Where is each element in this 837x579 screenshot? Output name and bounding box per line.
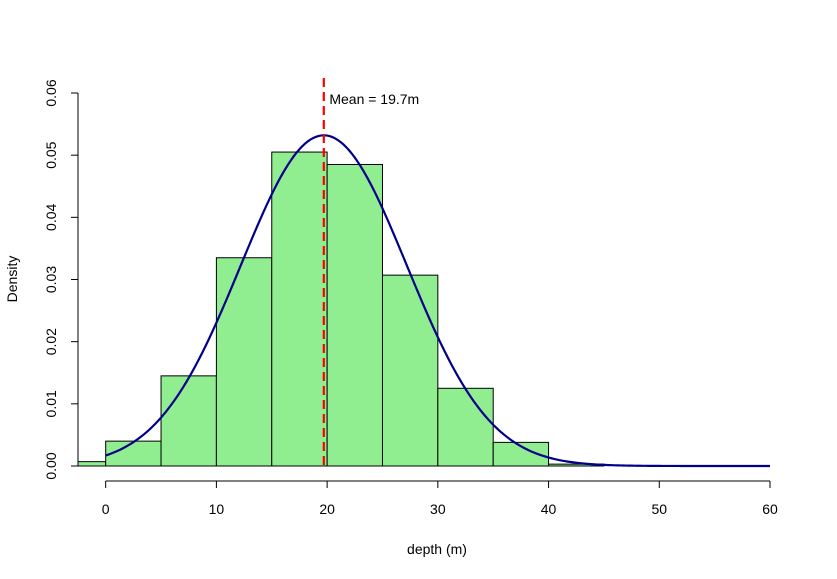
x-axis-label: depth (m) [407,541,467,557]
x-tick-label: 30 [430,501,446,517]
y-tick-label: 0.00 [43,452,59,479]
y-tick-label: 0.01 [43,390,59,417]
x-tick-label: 0 [102,501,110,517]
x-tick-label: 40 [541,501,557,517]
histogram-bar [381,274,439,467]
histogram-bar [105,440,162,467]
y-axis: 0.00 0.01 0.02 0.03 0.04 0.05 0.06 [43,79,79,480]
histogram-bars [77,151,605,467]
histogram-bar [77,461,107,467]
x-ticks: 0 10 20 30 40 50 60 [102,481,778,517]
x-tick-label: 60 [762,501,778,517]
x-axis: 0 10 20 30 40 50 60 [102,480,778,517]
y-tick-label: 0.04 [43,203,59,230]
y-tick-label: 0.02 [43,328,59,355]
histogram-bar [271,151,328,467]
normal-density-curve [105,134,770,468]
y-tick-label: 0.05 [43,141,59,168]
x-tick-label: 10 [209,501,225,517]
histogram-bar [437,387,494,467]
histogram-bar [215,257,273,467]
histogram-bar [492,441,550,467]
x-tick-label: 50 [651,501,667,517]
histogram-bar [160,375,217,467]
mean-annotation: Mean = 19.7m [329,91,419,107]
annotation-layer: Mean = 19.7m [329,91,419,107]
x-tick-label: 20 [319,501,335,517]
y-ticks: 0.00 0.01 0.02 0.03 0.04 0.05 0.06 [43,79,78,480]
y-tick-label: 0.03 [43,266,59,293]
density-curve-layer [105,134,770,468]
histogram-bar [326,163,383,467]
y-tick-label: 0.06 [43,79,59,106]
y-axis-label: Density [4,256,20,303]
